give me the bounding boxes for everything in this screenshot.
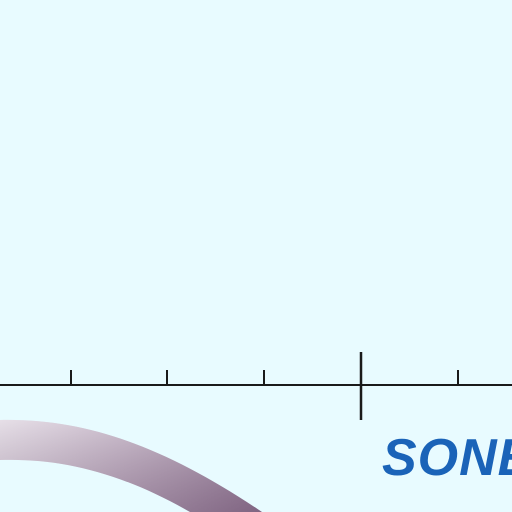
brand-logo-text: SONE	[382, 432, 512, 484]
curved-band-icon	[0, 420, 262, 512]
